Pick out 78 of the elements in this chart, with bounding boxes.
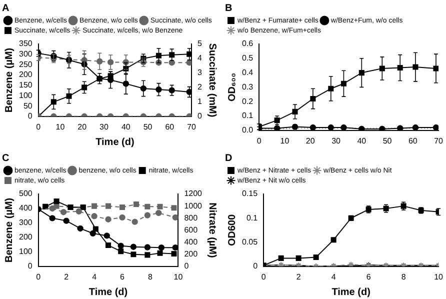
y2-axis-title: Nitrate (µM) [206,202,218,258]
y2-axis-title: Succinate (mM) [206,43,218,118]
chart-title: C [2,152,10,164]
y2-tick-label: 1000 [184,200,203,210]
x-tick-label: 50 [382,136,392,146]
x-tick-label: 0 [36,122,42,132]
x-tick-label: 10 [434,272,444,281]
x-axis-title: Time (d) [88,286,128,298]
y-tick-label: 0.05 [242,236,258,246]
x-tick-label: 2 [296,272,302,281]
y-tick-label: 150 [18,80,33,90]
x-axis-title: Time (d) [332,286,370,298]
x-tick-label: 8 [401,272,406,281]
y-tick-label: 300 [18,50,33,59]
y-tick-label: 100 [18,246,33,256]
x-tick-label: 40 [121,122,131,132]
x-tick-label: 0 [261,272,266,281]
y-axis-title: Benzene (µM) [4,197,15,262]
y-tick-label: 200 [18,232,33,242]
y-tick-label: 0.0 [242,126,254,135]
x-tick-label: 2 [64,272,70,281]
y-axis-title: OD600 [226,213,238,246]
x-tick-label: 50 [143,122,153,132]
y2-tick-label: 800 [184,212,198,222]
y-tick-label: 0.1 [246,212,258,222]
chart-title: D [225,152,232,164]
chart-title: B [225,2,232,14]
y2-tick-label: 200 [184,249,198,258]
y2-tick-label: 5 [198,39,203,48]
y-tick-label: 0 [28,112,33,121]
x-tick-label: 70 [187,122,197,132]
y-tick-label: 0.4 [242,68,254,78]
y-tick-label: 300 [18,218,33,227]
y-tick-label: 400 [18,203,33,212]
y-tick-label: 0.15 [242,188,258,198]
y2-tick-label: 600 [184,224,198,234]
y-tick-label: 0 [253,261,258,270]
y-tick-label: 0.3 [242,82,254,92]
x-tick-label: 70 [434,136,444,146]
y2-tick-label: 1 [198,97,203,106]
y-tick-label: 350 [18,39,33,48]
x-tick-label: 60 [165,122,175,132]
x-tick-label: 4 [331,272,336,281]
x-tick-label: 8 [148,272,154,281]
y2-tick-label: 4 [198,54,203,63]
y-tick-label: 250 [18,60,33,69]
y-tick-label: 0.1 [242,111,254,120]
y-tick-label: 0.5 [242,54,254,63]
y-axis-title: OD₆₀₀ [226,72,238,102]
y-axis-title: Benzene (µM) [4,48,15,113]
x-axis-title: Time (d) [96,136,134,148]
x-tick-label: 40 [357,136,367,146]
x-tick-label: 0 [36,272,42,281]
x-tick-label: 10 [174,272,184,281]
x-tick-label: 20 [306,136,316,146]
x-tick-label: 6 [120,272,126,281]
y2-tick-label: 2 [198,82,203,92]
y-tick-label: 0 [28,261,33,270]
chart-title: A [2,2,10,14]
y-tick-label: 200 [18,70,33,80]
y-tick-label: 100 [18,90,33,100]
y-tick-label: 0.2 [242,96,254,106]
y2-tick-label: 3 [198,68,203,78]
y2-tick-label: 0 [198,112,203,121]
x-tick-label: 10 [56,122,66,132]
x-tick-label: 4 [92,272,98,281]
y-tick-label: 50 [23,101,33,110]
y2-tick-label: 400 [184,236,198,246]
x-tick-label: 30 [100,122,109,132]
x-tick-label: 30 [332,136,342,146]
x-tick-label: 10 [280,136,290,146]
y2-tick-label: 0 [184,261,190,270]
y-tick-label: 0.6 [242,39,254,48]
y-tick-label: 500 [18,188,33,198]
x-tick-label: 6 [366,272,372,281]
x-tick-label: 20 [78,122,88,132]
y2-tick-label: 1200 [184,188,203,198]
x-tick-label: 60 [408,136,418,146]
